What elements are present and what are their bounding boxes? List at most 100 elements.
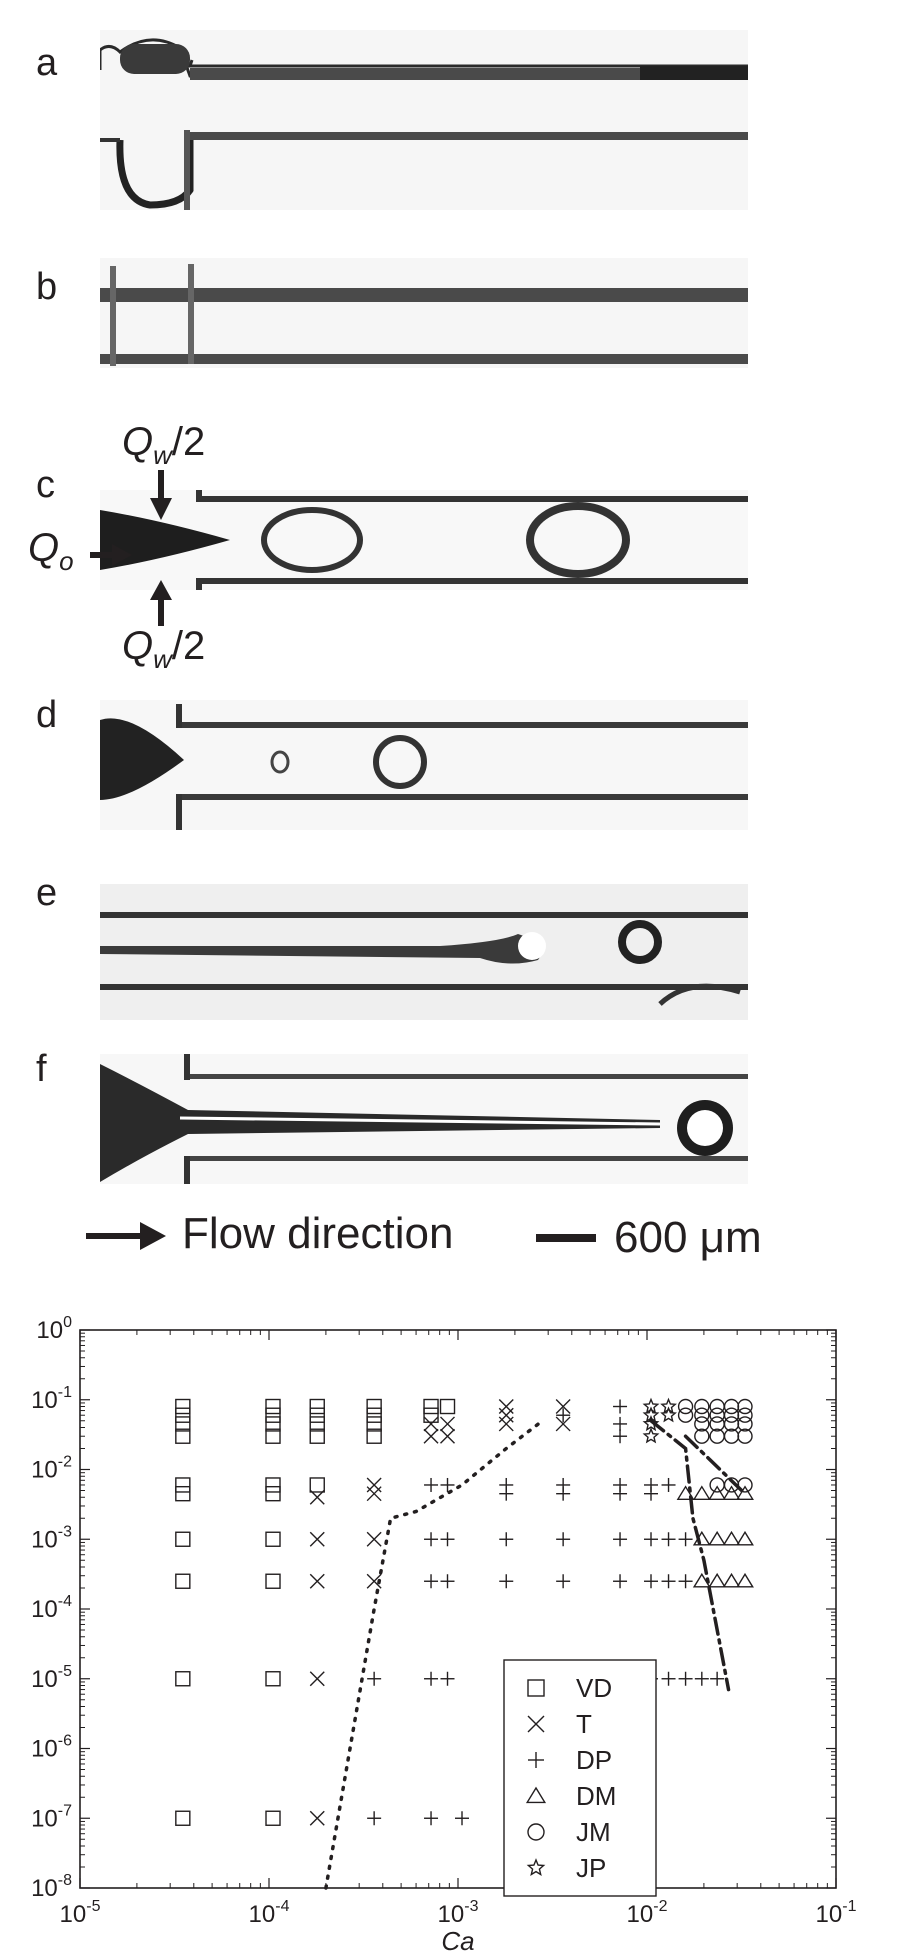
point-t xyxy=(366,1573,382,1589)
point-jm xyxy=(694,1407,710,1423)
panel-d-image xyxy=(100,700,748,830)
point-vd xyxy=(265,1407,281,1423)
legend-marker-t xyxy=(527,1715,545,1733)
point-vd xyxy=(265,1428,281,1444)
point-t xyxy=(309,1671,325,1687)
point-t xyxy=(309,1531,325,1547)
point-vd xyxy=(439,1398,456,1415)
qw-bottom-label: Qw/2 xyxy=(122,624,206,674)
point-vd xyxy=(265,1416,281,1432)
point-vd xyxy=(423,1407,439,1423)
point-dp xyxy=(613,1399,628,1414)
qw-top-arrow-icon xyxy=(150,470,172,520)
point-t xyxy=(555,1416,571,1432)
point-dp xyxy=(644,1486,659,1501)
x-tick-label: 10-1 xyxy=(816,1898,857,1928)
point-jm xyxy=(709,1407,725,1423)
point-dp xyxy=(661,1532,676,1547)
panel-a-image xyxy=(100,30,748,210)
point-dp xyxy=(661,1574,676,1589)
panel-b-image xyxy=(100,258,748,368)
point-dp xyxy=(613,1574,628,1589)
point-vd xyxy=(309,1407,325,1423)
y-tick-label: 10-7 xyxy=(31,1802,72,1832)
point-vd xyxy=(309,1416,325,1432)
point-vd xyxy=(175,1477,191,1493)
panel-c-image xyxy=(100,490,748,590)
boundary-line-1 xyxy=(324,1418,545,1890)
point-vd xyxy=(175,1398,191,1415)
point-t xyxy=(498,1407,514,1423)
panel-label-b: b xyxy=(36,266,58,308)
y-tick-label: 10-3 xyxy=(31,1523,72,1553)
point-dp xyxy=(440,1671,455,1686)
legend-marker-vd xyxy=(527,1679,545,1697)
point-jp xyxy=(642,1427,660,1444)
point-t xyxy=(366,1531,382,1547)
point-jm xyxy=(694,1416,710,1432)
point-dm xyxy=(708,1485,727,1500)
y-tick-label: 100 xyxy=(36,1314,72,1344)
point-vd xyxy=(175,1485,191,1502)
point-jp xyxy=(660,1406,677,1423)
point-t xyxy=(423,1428,439,1444)
point-jm xyxy=(737,1407,753,1423)
scale-bar-label: 600 μm xyxy=(614,1213,762,1262)
point-dp xyxy=(424,1574,439,1589)
point-dp xyxy=(499,1574,514,1589)
point-jm xyxy=(677,1398,694,1415)
point-dm xyxy=(692,1485,711,1500)
point-t xyxy=(498,1416,514,1432)
point-vd xyxy=(366,1416,382,1432)
y-tick-label: 10-1 xyxy=(31,1384,72,1414)
point-jm xyxy=(737,1477,753,1493)
point-dp xyxy=(424,1671,439,1686)
flow-direction-arrow-icon xyxy=(86,1222,166,1250)
point-vd xyxy=(309,1477,325,1493)
boundary-line-2 xyxy=(649,1418,731,1692)
point-vd xyxy=(175,1407,191,1423)
point-dm xyxy=(736,1485,754,1500)
point-dp xyxy=(661,1671,676,1686)
phase-diagram-chart: Ca 10-5 10-4 10-3 10-2 10-1 100 10-1 10-2 10-3 10… xyxy=(31,1314,857,1952)
point-t xyxy=(366,1477,382,1493)
point-dp xyxy=(556,1532,571,1547)
point-vd xyxy=(175,1416,191,1432)
legend-marker-jp xyxy=(526,1858,546,1876)
point-dp xyxy=(556,1408,571,1423)
y-tick-label: 10-6 xyxy=(31,1733,72,1763)
point-dp xyxy=(678,1671,693,1686)
scale-bar xyxy=(536,1234,596,1242)
point-dm xyxy=(736,1530,754,1546)
panel-label-f: f xyxy=(36,1048,47,1090)
point-dp xyxy=(613,1486,628,1501)
point-t xyxy=(309,1489,325,1505)
point-t xyxy=(423,1416,439,1432)
point-vd xyxy=(366,1398,382,1415)
qo-arrow-icon xyxy=(90,544,132,566)
point-vd xyxy=(423,1398,439,1415)
point-dm xyxy=(722,1530,741,1546)
point-dp xyxy=(499,1532,514,1547)
x-tick-label: 10-4 xyxy=(249,1898,290,1928)
legend-marker-jm xyxy=(527,1823,545,1841)
panel-label-c: c xyxy=(36,464,55,506)
point-jm xyxy=(694,1398,710,1415)
point-jm xyxy=(677,1407,694,1423)
point-vd xyxy=(366,1428,382,1444)
point-dp xyxy=(424,1811,439,1826)
y-tick-label: 10-5 xyxy=(31,1663,72,1693)
point-jm xyxy=(737,1398,753,1415)
point-dp xyxy=(367,1811,382,1826)
point-dm xyxy=(722,1485,741,1500)
point-jp xyxy=(642,1415,660,1432)
qw-bottom-arrow-icon xyxy=(150,580,172,626)
point-jp xyxy=(660,1397,677,1414)
flow-direction-label: Flow direction xyxy=(182,1209,454,1258)
qw-top-label: Qw/2 xyxy=(122,420,206,470)
point-dp xyxy=(613,1416,628,1431)
point-dp xyxy=(613,1429,628,1444)
legend-label-vd: VD xyxy=(576,1673,612,1703)
point-dp xyxy=(613,1532,628,1547)
panel-f-image xyxy=(100,1054,748,1184)
